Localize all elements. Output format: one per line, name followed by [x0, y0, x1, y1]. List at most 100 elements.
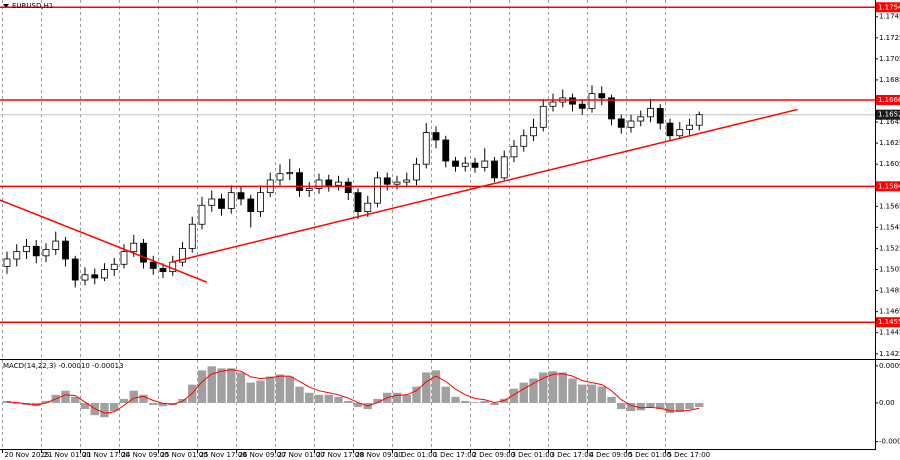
price-tick-label: 1.1505: [879, 266, 900, 274]
candle-body: [686, 124, 693, 130]
candle-body: [257, 192, 264, 212]
time-label: 26 Nov 09:00: [239, 451, 286, 459]
macd-tick-label: -0.00095: [879, 438, 900, 446]
time-label: 2 Dec 09:00: [473, 451, 516, 459]
candle-body: [23, 245, 30, 253]
macd-bar: [646, 402, 655, 408]
macd-bar: [324, 394, 333, 403]
candle-body: [71, 258, 79, 281]
price-tick-label: 1.1565: [879, 202, 900, 210]
price-tick-label: 1.1745: [879, 13, 900, 21]
candle-body: [656, 107, 664, 124]
macd-bar: [490, 402, 499, 405]
macd-bar: [441, 386, 450, 403]
macd-bar: [461, 400, 470, 403]
macd-bar: [519, 382, 528, 403]
candle-body: [188, 223, 196, 249]
candle-body: [510, 145, 518, 158]
macd-bar: [285, 376, 294, 403]
macd-bar: [110, 402, 119, 412]
price-tick-label: 1.1525: [879, 244, 900, 252]
candle-body: [130, 242, 138, 253]
macd-bar: [12, 402, 21, 404]
macd-tick-label: 0.00091: [879, 362, 900, 370]
candle-body: [140, 242, 147, 263]
macd-bar: [344, 400, 353, 403]
current-price-box: [876, 109, 900, 120]
macd-bar: [685, 402, 694, 410]
macd-bar: [617, 402, 626, 410]
candle-body: [637, 116, 645, 122]
macd-bar: [217, 368, 226, 403]
time-label: 27 Nov 17:00: [317, 451, 364, 459]
price-tick-label: 1.1485: [879, 287, 900, 295]
macd-bar: [246, 382, 255, 403]
macd-signal-line: [6, 369, 700, 414]
candle-body: [81, 274, 89, 281]
candle-body: [549, 101, 557, 107]
price-tick-label: 1.1545: [879, 223, 900, 231]
macd-bar: [656, 402, 665, 410]
time-label: 1 Dec 17:00: [434, 451, 477, 459]
candle-body: [110, 263, 118, 270]
candle-body: [588, 93, 596, 109]
candle-body: [569, 97, 576, 105]
trend-line: [171, 108, 798, 263]
candle-body: [227, 192, 235, 209]
macd-bar: [158, 402, 168, 407]
macd-bar: [373, 398, 382, 403]
macd-bar: [548, 371, 558, 403]
chart-title: EURUSD,H1: [12, 2, 53, 10]
price-tick-label: 1.1705: [879, 55, 900, 63]
time-label: 24 Nov 09:00: [122, 451, 169, 459]
macd-bar: [305, 392, 314, 403]
candle-body: [383, 177, 391, 185]
candle-body: [344, 181, 352, 194]
candle-body: [647, 107, 654, 118]
time-label: 5 Dec 01:00: [629, 451, 672, 459]
macd-title: MACD(14,22,3) -0.00010 -0.00013: [3, 362, 124, 370]
macd-bar: [431, 370, 441, 403]
candle-body: [374, 177, 381, 204]
macd-bar: [129, 390, 138, 403]
macd-bar: [568, 378, 577, 403]
macd-bar: [207, 366, 216, 403]
time-label: 5 Dec 17:00: [668, 451, 711, 459]
level-label: 1.1455: [878, 318, 900, 326]
macd-bar: [402, 394, 411, 403]
macd-bar: [392, 392, 402, 403]
level-label-box: [876, 317, 900, 328]
time-label: 25 Nov 17:00: [200, 451, 247, 459]
macd-tick-label: 0.00: [879, 399, 895, 407]
macd-bar: [451, 396, 460, 403]
time-label: 20 Nov 2025: [5, 451, 50, 459]
candle-body: [393, 181, 401, 185]
macd-bar: [353, 402, 363, 408]
candle-body: [695, 114, 703, 126]
macd-bar: [275, 374, 285, 403]
candle-body: [481, 160, 489, 168]
price-tick-label: 1.1625: [879, 139, 900, 147]
time-label: 28 Nov 09:00: [356, 451, 403, 459]
candle-body: [617, 118, 625, 128]
current-price-label: 1.1652: [878, 111, 900, 119]
macd-bar: [412, 386, 421, 403]
level-label: 1.1754: [878, 3, 900, 11]
time-label: 21 Nov 01:00: [44, 451, 91, 459]
candle-body: [422, 132, 430, 165]
macd-bar: [197, 370, 207, 403]
macd-bar: [314, 394, 324, 403]
candle-body: [32, 245, 40, 257]
candle-body: [237, 192, 245, 200]
macd-bar: [529, 378, 538, 403]
candle-body: [42, 249, 50, 257]
candle-body: [305, 188, 313, 191]
macd-bar: [256, 380, 265, 403]
trend-line: [0, 199, 208, 283]
candle-body: [578, 103, 586, 109]
candle-body: [461, 162, 469, 167]
candle-body: [62, 240, 69, 260]
macd-bar: [607, 396, 616, 403]
